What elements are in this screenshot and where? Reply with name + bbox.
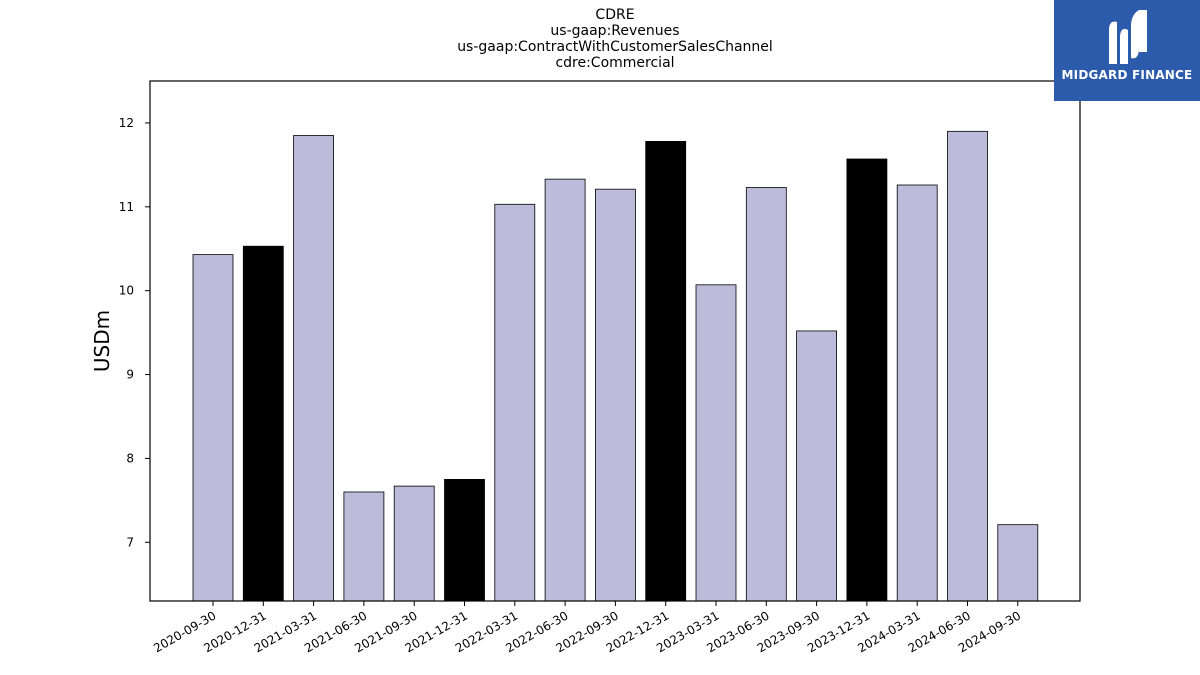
- title-line-concept: us-gaap:Revenues: [550, 23, 680, 39]
- bars-group: [192, 130, 1039, 602]
- y-tick-label: 10: [119, 284, 134, 298]
- brand-name: MIDGARD FINANCE: [1061, 68, 1193, 82]
- bar-2022-06-30: [544, 178, 586, 602]
- bar-2022-03-31: [494, 203, 536, 602]
- bar-2023-12-31: [846, 158, 888, 602]
- bar-2020-09-30: [192, 254, 234, 602]
- bar-2024-03-31: [896, 184, 938, 602]
- bar-2021-06-30: [343, 491, 385, 602]
- y-axis-label: USDm: [90, 310, 114, 372]
- x-axis: 2020-09-302020-12-312021-03-312021-06-30…: [151, 601, 1023, 655]
- y-tick-label: 9: [126, 368, 134, 382]
- title-line-ticker: CDRE: [595, 7, 635, 23]
- brand-logo: MIDGARD FINANCE: [1054, 0, 1200, 101]
- bar-2022-09-30: [595, 188, 636, 602]
- bar-2023-03-31: [695, 284, 737, 602]
- title-line-member: cdre:Commercial: [555, 55, 675, 71]
- chart-title: CDRE us-gaap:Revenues us-gaap:ContractWi…: [150, 7, 1080, 71]
- y-tick-label: 12: [119, 116, 134, 130]
- midgard-logo-icon: [1109, 10, 1147, 64]
- bar-2022-12-31: [645, 140, 687, 602]
- y-tick-label: 7: [126, 535, 134, 549]
- bar-2021-09-30: [393, 485, 435, 602]
- y-tick-label: 8: [126, 451, 134, 465]
- bar-2020-12-31: [242, 245, 284, 602]
- bar-2023-06-30: [745, 187, 787, 602]
- bar-2023-09-30: [796, 330, 837, 602]
- bar-2024-09-30: [997, 524, 1039, 602]
- y-tick-label: 11: [119, 200, 134, 214]
- bar-2021-12-31: [444, 478, 485, 602]
- bar-2024-06-30: [947, 130, 988, 602]
- bar-2021-03-31: [293, 135, 335, 602]
- y-axis: 7 8 9 10 11 12: [119, 116, 150, 549]
- title-line-axis: us-gaap:ContractWithCustomerSalesChannel: [457, 39, 773, 55]
